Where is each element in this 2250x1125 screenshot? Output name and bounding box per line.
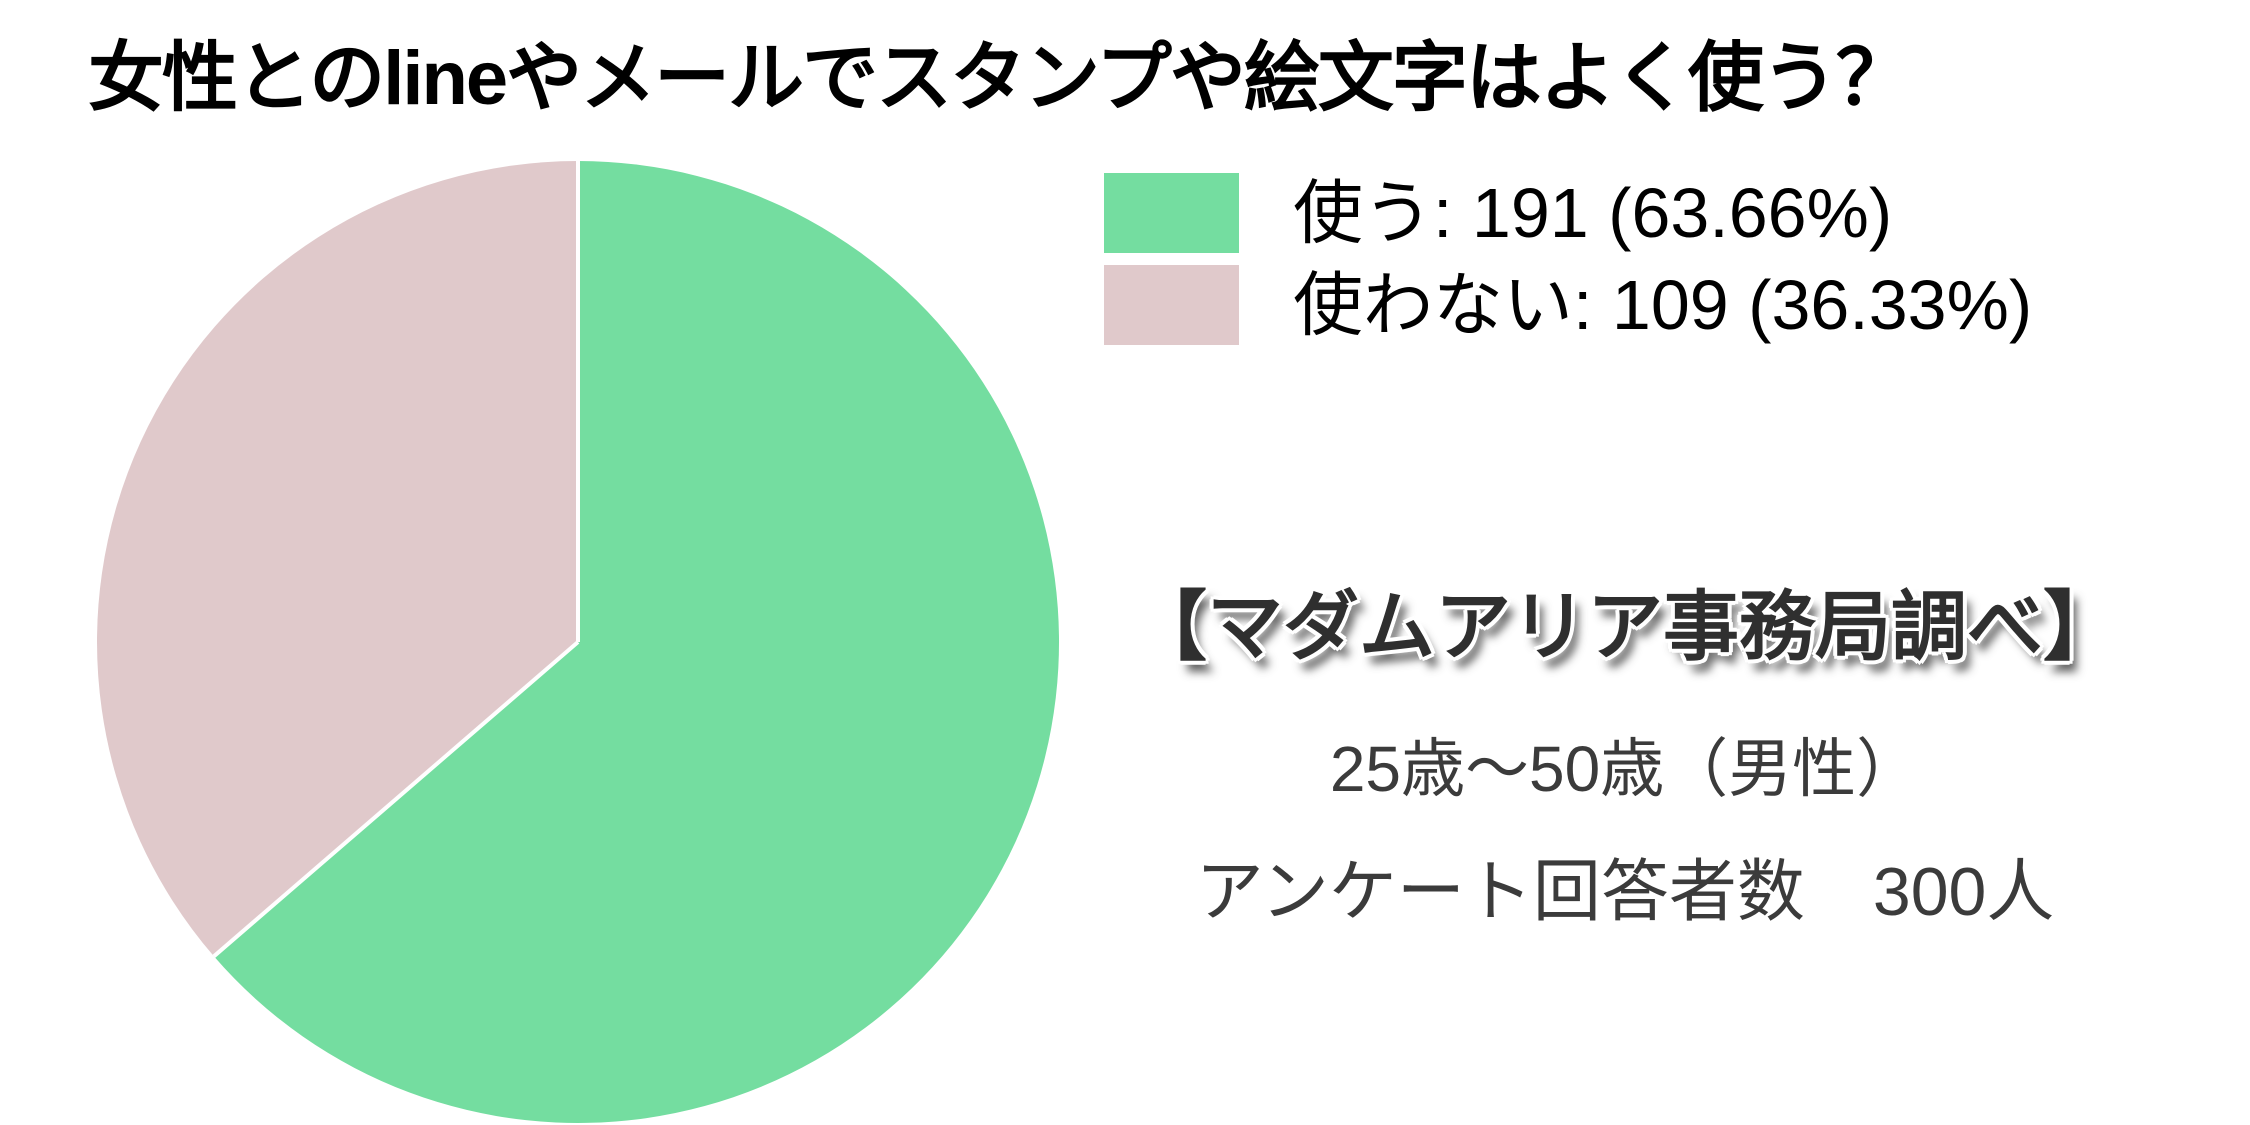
pie-slice-使わない	[97, 161, 579, 957]
pie-slice-使う	[213, 161, 1060, 1123]
survey-source-text: 【マダムアリア事務局調べ】	[1131, 585, 2119, 670]
legend-label-use: 使う: 191 (63.66%)	[1293, 174, 1893, 252]
survey-demographic-text: 25歳～50歳（男性）	[1329, 733, 1921, 805]
chart-legend: 使う: 191 (63.66%) 使わない: 109 (36.33%)	[1104, 173, 2032, 345]
legend-item-use: 使う: 191 (63.66%)	[1104, 173, 2032, 253]
legend-item-not-use: 使わない: 109 (36.33%)	[1104, 265, 2032, 345]
slice-divider	[212, 640, 580, 958]
survey-respondents-text: アンケート回答者数 300人	[1195, 854, 2055, 930]
legend-label-not-use: 使わない: 109 (36.33%)	[1293, 266, 2033, 344]
chart-title: 女性とのlineやメールでスタンプや絵文字はよく使う？	[88, 36, 1912, 121]
annotation-block: 【マダムアリア事務局調べ】 25歳～50歳（男性） アンケート回答者数 300人	[1090, 0, 2160, 1125]
legend-swatch-green	[1104, 173, 1239, 253]
legend-swatch-pink	[1104, 265, 1239, 345]
